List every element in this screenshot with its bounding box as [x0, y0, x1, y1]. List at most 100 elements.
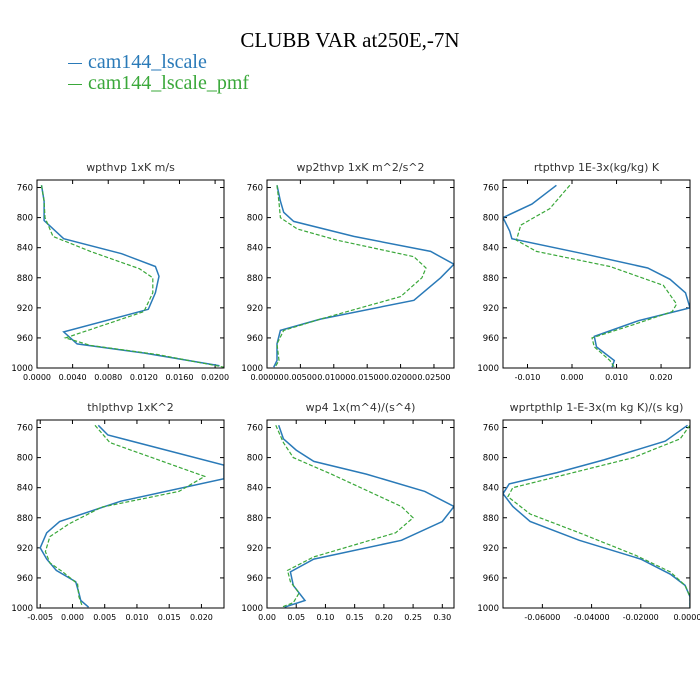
x-tick-label: 0.25 [404, 613, 422, 622]
series-line-cam144-lscale-pmf [515, 184, 678, 368]
panel-title: wp2thvp 1xK m^2/s^2 [296, 161, 424, 174]
panel-frame [502, 419, 691, 609]
x-tick-label: 0.0160 [165, 373, 193, 382]
panel-6: wprtpthlp 1-E-3x(m kg K)/(s kg) 760 800 840… [477, 401, 700, 622]
x-tick-label: -0.02000 [623, 613, 659, 622]
x-tick-label: 0.0200 [201, 373, 229, 382]
panel-3: rtpthvp 1E-3x(kg/kg) K 760 800 840 880 920 960… [477, 161, 691, 382]
panel-5: wp4 1x(m^4)/(s^4)76080084088092096010000… [241, 401, 455, 622]
panel-frame [266, 179, 455, 369]
y-tick-label: 920 [247, 304, 263, 314]
y-tick-label: 760 [247, 184, 263, 194]
y-tick-label: 800 [483, 214, 499, 224]
x-tick-label: 0.000 [61, 613, 84, 622]
y-tick-label: 760 [483, 184, 499, 194]
y-tick-label: 960 [483, 334, 499, 344]
x-tick-label: 0.010 [605, 373, 628, 382]
legend-label: cam144_lscale [88, 51, 207, 73]
panel-4: thlpthvp 1xK^2 760 800 840 880 920 960 1000-0.0… [11, 401, 225, 622]
y-tick-label: 800 [483, 454, 499, 464]
panel-title: wprtpthlp 1-E-3x(m kg K)/(s kg) [510, 401, 684, 414]
y-tick-label: 920 [247, 544, 263, 554]
y-tick-label: 920 [483, 304, 499, 314]
x-tick-label: 0.010 [125, 613, 148, 622]
x-tick-label: 0.02500 [417, 373, 450, 382]
y-tick-label: 960 [247, 574, 263, 584]
panel-frame [502, 179, 691, 369]
x-tick-label: 0.015 [158, 613, 181, 622]
y-tick-label: 1000 [11, 604, 33, 614]
x-tick-label: -0.04000 [574, 613, 610, 622]
panel-frame [36, 419, 225, 609]
y-tick-label: 880 [17, 514, 33, 524]
y-tick-label: 1000 [241, 604, 263, 614]
x-tick-label: 0.0120 [130, 373, 158, 382]
y-tick-label: 840 [483, 244, 499, 254]
y-tick-label: 920 [17, 304, 33, 314]
x-tick-label: 0.20 [375, 613, 393, 622]
series-line-cam144-lscale-pmf [44, 424, 207, 606]
x-tick-label: -0.005 [27, 613, 53, 622]
x-tick-label: 0.01500 [351, 373, 384, 382]
y-tick-label: 880 [483, 514, 499, 524]
y-tick-label: 760 [247, 424, 263, 434]
panel-title: thlpthvp 1xK^2 [87, 401, 174, 414]
x-tick-label: 0.020 [190, 613, 213, 622]
panel-title: wpthvp 1xK m/s [86, 161, 175, 174]
y-tick-label: 960 [247, 334, 263, 344]
series-line-cam144-lscale-pmf [40, 185, 224, 368]
x-tick-label: 0.00 [258, 613, 276, 622]
series-line-cam144-lscale [503, 424, 690, 608]
x-tick-label: 0.020 [650, 373, 673, 382]
y-tick-label: 880 [247, 274, 263, 284]
y-tick-label: 920 [483, 544, 499, 554]
x-tick-label: 0.05 [287, 613, 305, 622]
y-tick-label: 800 [17, 454, 33, 464]
y-tick-label: 800 [17, 214, 33, 224]
legend-item-series2: cam144_lscale_pmf [68, 73, 249, 94]
x-tick-label: 0.10 [317, 613, 335, 622]
legend-item-series1: cam144_lscale [68, 52, 249, 73]
y-tick-label: 960 [17, 334, 33, 344]
x-tick-label: 0.005 [93, 613, 116, 622]
series-line-cam144-lscale [273, 185, 454, 368]
x-tick-label: 0.00000 [250, 373, 283, 382]
y-tick-label: 840 [17, 244, 33, 254]
figure-title: CLUBB VAR at250E,-7N [240, 28, 460, 52]
series-line-cam144-lscale [40, 185, 220, 367]
series-line-cam144-lscale-pmf [275, 425, 414, 608]
y-tick-label: 760 [17, 184, 33, 194]
x-tick-label: 0.15 [346, 613, 364, 622]
x-tick-label: 0.0000 [23, 373, 51, 382]
y-tick-label: 1000 [11, 364, 33, 374]
series-line-cam144-lscale [277, 425, 454, 608]
y-tick-label: 960 [17, 574, 33, 584]
series-line-cam144-lscale-pmf [507, 424, 690, 608]
x-tick-label: 0.00000 [673, 613, 700, 622]
x-tick-label: -0.06000 [524, 613, 560, 622]
x-tick-label: 0.02000 [384, 373, 417, 382]
y-tick-label: 1000 [477, 604, 499, 614]
x-tick-label: -0.010 [515, 373, 541, 382]
y-tick-label: 840 [247, 244, 263, 254]
panel-2: wp2thvp 1xK m^2/s^2 760 800 840 880 920 960 100… [241, 161, 455, 382]
y-tick-label: 760 [17, 424, 33, 434]
y-tick-label: 760 [483, 424, 499, 434]
panel-frame [266, 419, 455, 609]
y-tick-label: 880 [483, 274, 499, 284]
y-tick-label: 800 [247, 214, 263, 224]
series-line-cam144-lscale [39, 424, 224, 608]
x-tick-label: 0.30 [433, 613, 451, 622]
y-tick-label: 880 [247, 514, 263, 524]
legend-line-icon [68, 62, 82, 64]
x-tick-label: 0.01000 [317, 373, 350, 382]
panel-title: wp4 1x(m^4)/(s^4) [306, 401, 416, 414]
x-tick-label: 0.000 [561, 373, 584, 382]
y-tick-label: 840 [483, 484, 499, 494]
y-tick-label: 880 [17, 274, 33, 284]
x-tick-label: 0.00500 [284, 373, 317, 382]
legend: cam144_lscale cam144_lscale_pmf [68, 52, 249, 94]
series-line-cam144-lscale [503, 184, 690, 368]
